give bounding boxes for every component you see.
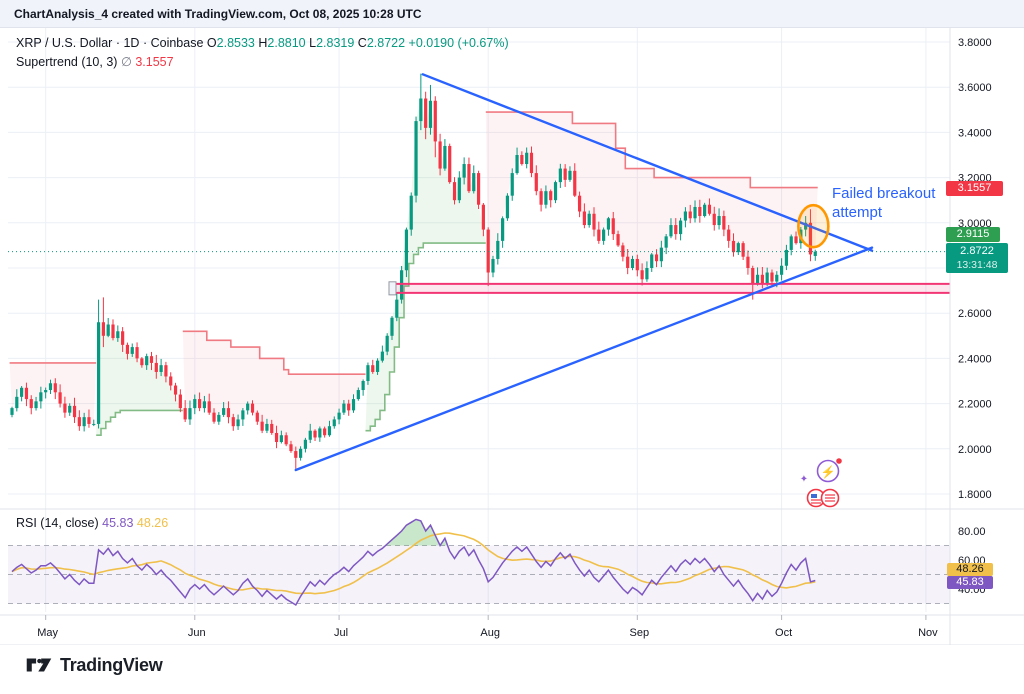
x-axis-label: Oct <box>775 627 792 639</box>
last-price-badge: 2.8722 13:31:48 <box>946 243 1008 273</box>
rsi-legend[interactable]: RSI (14, close) 45.83 48.26 <box>16 516 168 530</box>
high-key: H <box>258 36 268 50</box>
y-axis-label: 2.0000 <box>958 444 992 456</box>
y-axis-label: 2.2000 <box>958 399 992 411</box>
rsi-ma-line <box>11 532 816 595</box>
trendlines-layer <box>294 73 874 472</box>
rsi-badge: 45.83 <box>947 576 993 589</box>
price-pane[interactable] <box>8 28 950 509</box>
y-axis-label: 3.4000 <box>958 127 992 139</box>
high-value: 2.8810 <box>267 36 306 50</box>
y-axis-label: 3.8000 <box>958 37 992 49</box>
x-axis-label: Jul <box>334 627 348 639</box>
notification-dot-icon <box>836 458 842 464</box>
failed-breakout-annotation[interactable]: Failed breakout attempt <box>832 184 962 222</box>
interval-label: 1D <box>123 36 140 50</box>
export-title-bar: ChartAnalysis_4 created with TradingView… <box>0 0 1024 28</box>
grid-layer <box>8 28 950 612</box>
export-title: ChartAnalysis_4 created with TradingView… <box>14 7 422 21</box>
sparkle-icon: ✦ <box>800 474 808 485</box>
descending-trendline[interactable] <box>421 73 874 252</box>
y-axis-label: 3.0000 <box>958 218 992 230</box>
y-axis-label: 2.6000 <box>958 308 992 320</box>
open-key: O <box>206 36 217 50</box>
legend-separator: · <box>115 36 120 50</box>
low-key: L <box>309 36 317 50</box>
low-value: 2.8319 <box>316 36 355 50</box>
flash-event-icon[interactable] <box>816 459 840 483</box>
footer: TradingView <box>0 645 1024 694</box>
symbol-legend[interactable]: XRP / U.S. Dollar · 1D · Coinbase O2.853… <box>16 36 509 50</box>
rsi-ma-badge: 48.26 <box>947 563 993 576</box>
close-value: 2.8722 <box>366 36 406 50</box>
rsi-name: RSI (14, close) <box>16 516 99 530</box>
x-axis-label: Sep <box>630 627 650 639</box>
bar-countdown: 13:31:48 <box>956 259 998 271</box>
supertrend-legend[interactable]: Supertrend (10, 3) ∅ 3.1557 <box>16 54 174 69</box>
supertrend-value: 3.1557 <box>135 55 174 69</box>
y-axis-label: 2.4000 <box>958 353 992 365</box>
breakout-circle[interactable] <box>797 203 830 249</box>
close-key: C <box>357 36 367 50</box>
ohlc-values: O2.8533 H2.8810 L2.8319 C2.8722 +0.0190 … <box>207 36 509 50</box>
x-axis-label: Jun <box>188 627 206 639</box>
average-symbol: ∅ <box>120 55 132 69</box>
x-axis-label: Nov <box>918 627 938 639</box>
change-value: +0.0190 (+0.67%) <box>408 36 509 50</box>
legend-separator: · <box>142 36 148 50</box>
open-value: 2.8533 <box>216 36 255 50</box>
supertrend-name: Supertrend (10, 3) <box>16 55 118 69</box>
rsi-value: 45.83 <box>102 516 134 530</box>
supertrend-layer <box>9 98 818 458</box>
annotation-line1: Failed breakout <box>832 185 936 202</box>
price-scale[interactable] <box>950 28 1024 615</box>
support-zone <box>388 281 950 296</box>
rsi-line <box>11 518 816 607</box>
rsi-ma-value: 48.26 <box>136 516 169 530</box>
exchange-label: Coinbase <box>150 36 204 50</box>
annotation-line2: attempt <box>832 204 883 221</box>
symbol-name: XRP / U.S. Dollar <box>16 36 113 50</box>
x-axis-label: May <box>37 627 58 639</box>
event-icons: ⚡✦ <box>800 458 842 508</box>
svg-text:⚡: ⚡ <box>821 465 836 479</box>
tradingview-logo-icon <box>26 658 52 672</box>
x-axis-label: Aug <box>480 627 500 639</box>
last-price-value: 2.8722 <box>960 245 994 257</box>
y-axis-label: 3.6000 <box>958 82 992 94</box>
rsi-axis-label: 80.00 <box>958 526 986 538</box>
tradingview-logo-text: TradingView <box>60 654 163 675</box>
time-scale[interactable] <box>0 615 1024 645</box>
support-line-handle[interactable] <box>388 281 397 296</box>
tradingview-logo[interactable]: TradingView <box>26 654 163 676</box>
y-axis-label: 1.8000 <box>958 489 992 501</box>
upper-price-badge: 2.9115 <box>946 227 1000 242</box>
rsi-layer <box>8 518 950 607</box>
ascending-trendline[interactable] <box>294 246 874 472</box>
supertrend-price-badge: 3.1557 <box>946 181 1003 196</box>
